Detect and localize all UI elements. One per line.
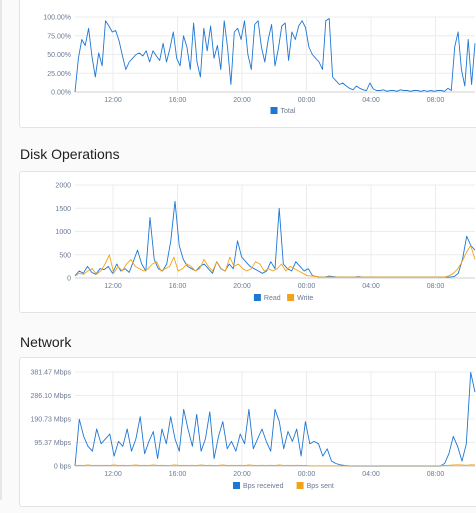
y-tick-label: 95.37 Mbps (34, 440, 71, 447)
legend-label[interactable]: Write (297, 295, 313, 302)
x-tick-label: 16:00 (169, 471, 187, 478)
y-tick-label: 2000 (55, 183, 71, 190)
x-tick-label: 08:00 (427, 471, 445, 478)
cpu-chart-card: 0.00% 25.00% 50.00% 75.00% 100.00% 12:00 16:00… (19, 0, 476, 128)
x-tick-label: 08:00 (427, 97, 445, 104)
y-tick-label: 286.10 Mbps (31, 393, 72, 400)
y-tick-label: 0 (67, 276, 71, 283)
legend-label[interactable]: Read (264, 295, 281, 302)
x-tick-label: 20:00 (233, 283, 251, 290)
x-tick-label: 08:00 (427, 283, 445, 290)
network-chart-card: 0 bps 95.37 Mbps 190.73 Mbps 286.10 Mbps 381… (19, 357, 476, 507)
x-tick-label: 00:00 (298, 283, 316, 290)
legend-label[interactable]: Bps received (243, 483, 284, 490)
legend-swatch[interactable] (296, 482, 304, 489)
network-chart: 0 bps 95.37 Mbps 190.73 Mbps 286.10 Mbps 381… (31, 370, 476, 490)
x-tick-label: 04:00 (362, 283, 380, 290)
y-tick-label: 0.00% (51, 90, 71, 97)
x-tick-label: 04:00 (362, 471, 380, 478)
x-tick-label: 16:00 (169, 97, 187, 104)
x-tick-label: 00:00 (298, 471, 316, 478)
y-tick-label: 25.00% (47, 71, 71, 78)
x-tick-label: 16:00 (169, 283, 187, 290)
y-tick-label: 190.73 Mbps (31, 417, 72, 424)
y-tick-label: 0 bps (54, 464, 72, 471)
x-tick-label: 04:00 (362, 97, 380, 104)
x-tick-label: 12:00 (104, 283, 122, 290)
legend-label[interactable]: Total (281, 108, 296, 115)
y-tick-label: 1500 (55, 206, 71, 213)
x-tick-label: 20:00 (233, 471, 251, 478)
x-tick-label: 00:00 (298, 97, 316, 104)
disk-operations-title: Disk Operations (20, 146, 120, 162)
disk-operations-chart-card: 0 500 1000 1500 2000 12:00 16:00 20:00 00:00 04:0… (19, 171, 476, 313)
y-tick-label: 100.00% (43, 15, 71, 22)
legend-swatch[interactable] (287, 294, 295, 301)
left-panel-edge (0, 0, 2, 500)
cpu-chart: 0.00% 25.00% 50.00% 75.00% 100.00% 12:00 16:00… (43, 15, 476, 115)
y-tick-label: 1000 (55, 229, 71, 236)
series-line-total (74, 18, 476, 93)
legend-label[interactable]: Bps sent (307, 483, 334, 490)
x-tick-label: 12:00 (104, 97, 122, 104)
y-tick-label: 381.47 Mbps (31, 370, 72, 377)
legend-swatch[interactable] (233, 482, 240, 489)
legend-swatch[interactable] (270, 107, 278, 114)
y-tick-label: 50.00% (47, 52, 71, 59)
network-title: Network (20, 334, 72, 350)
y-tick-label: 75.00% (47, 33, 71, 40)
series-line-bps-sent (74, 464, 476, 467)
legend-swatch[interactable] (253, 294, 261, 301)
disk-operations-chart: 0 500 1000 1500 2000 12:00 16:00 20:00 00:00 04:0… (55, 183, 476, 302)
y-tick-label: 500 (59, 252, 71, 259)
x-tick-label: 12:00 (104, 471, 122, 478)
x-tick-label: 20:00 (233, 97, 251, 104)
series-line-write (74, 245, 476, 278)
